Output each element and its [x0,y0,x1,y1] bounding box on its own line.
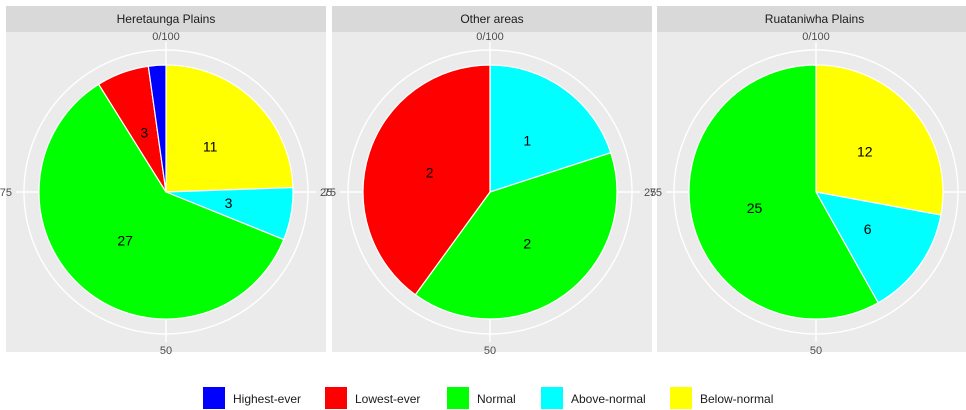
pie-slice [362,64,491,296]
slice-label: 12 [857,143,873,159]
facet-title: Heretaunga Plains [117,12,216,26]
theta-tick-label: 50 [160,345,172,357]
legend: Highest-ever Lowest-ever Normal Above-norma… [203,387,773,409]
theta-tick-label: 25 [320,187,332,199]
slice-label: 2 [426,164,434,180]
theta-tick-label: 0/100 [476,31,504,43]
legend-key [447,387,469,409]
slice-label: 3 [225,195,233,211]
slice-label: 2 [523,235,531,251]
facet-title: Other areas [460,12,523,26]
pie-slice [414,151,618,320]
theta-tick-label: 75 [0,187,12,199]
pie-slice [814,191,942,304]
legend-key [541,387,563,409]
facet-panel: Other areas 1 2 2 0/100 25 50 75 [324,6,656,357]
facet-panel: Heretaunga Plains 11 3 27 3 0/100 25 50 75 [0,6,332,357]
pie-slice [165,64,294,193]
slice-label: 11 [203,138,218,154]
legend-label: Below-normal [700,392,773,406]
slice-label: 1 [523,133,531,149]
facet-strip [657,6,966,32]
theta-tick-label: 0/100 [802,31,830,43]
slice-label: 27 [117,233,133,249]
slice-label: 6 [864,221,872,237]
theta-tick-label: 25 [644,187,656,199]
legend-label: Normal [477,392,516,406]
facet-title: Ruataniwha Plains [765,12,864,26]
pie-slice [489,64,612,193]
facet-strip [6,6,326,32]
theta-tick-label: 50 [484,345,496,357]
legend-label: Above-normal [571,392,646,406]
pie-slice [688,64,879,320]
legend-label: Lowest-ever [355,392,420,406]
pie-slice [147,64,167,193]
legend-key [325,387,347,409]
facet-strip [332,6,652,32]
theta-tick-label: 75 [650,187,662,199]
theta-tick-label: 0/100 [152,31,180,43]
slice-label: 25 [747,200,763,216]
legend-label: Highest-ever [233,392,301,406]
legend-key [670,387,692,409]
slice-label: 3 [140,124,148,140]
theta-tick-label: 75 [324,187,336,199]
pie-slice [815,64,944,216]
theta-tick-label: 50 [810,345,822,357]
legend-key [203,387,225,409]
pie-slice [38,83,285,320]
